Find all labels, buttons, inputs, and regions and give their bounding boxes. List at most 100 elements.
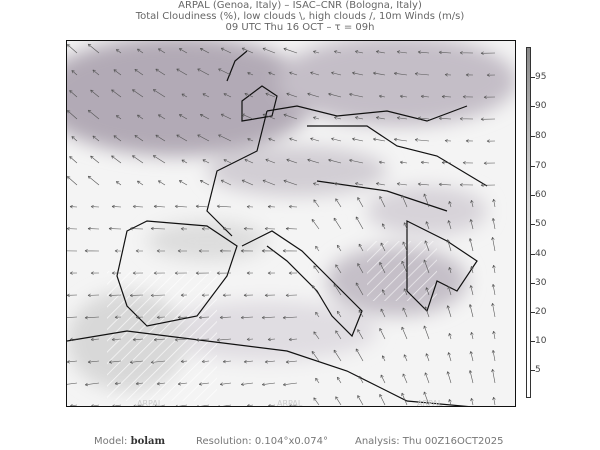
wind-arrow <box>264 360 276 364</box>
wind-arrow <box>111 271 122 275</box>
wind-arrow <box>198 382 210 386</box>
wind-arrow <box>241 179 254 186</box>
wind-arrow <box>267 271 276 275</box>
wind-arrow <box>379 327 386 340</box>
wind-arrow <box>261 249 276 253</box>
wind-arrow <box>335 396 342 406</box>
wind-arrow <box>307 158 320 164</box>
wind-arrow <box>403 222 408 230</box>
wind-arrow <box>282 315 298 320</box>
wind-arrow <box>417 50 430 54</box>
wind-arrow <box>335 264 342 274</box>
colorbar-label: 70 <box>535 161 547 171</box>
wind-arrow <box>150 226 166 231</box>
wind-arrow <box>283 179 298 186</box>
wind-arrow <box>470 397 474 406</box>
wind-arrow <box>113 135 122 142</box>
wind-arrow <box>380 374 386 384</box>
wind-arrow <box>333 349 342 362</box>
wind-arrow <box>135 249 144 253</box>
wind-arrow <box>174 204 188 209</box>
wind-arrow <box>288 404 298 406</box>
wind-arrow <box>491 237 496 252</box>
wind-arrow <box>315 245 320 252</box>
wind-arrow <box>399 94 408 99</box>
colorbar-label: 20 <box>535 307 547 317</box>
wind-arrow <box>480 51 496 55</box>
wind-arrow <box>315 377 320 384</box>
colorbar-label: 50 <box>535 219 547 229</box>
wind-arrow <box>333 283 342 296</box>
colorbar-label: 60 <box>535 190 547 200</box>
wind-arrow <box>396 182 408 186</box>
wind-arrow <box>219 315 232 320</box>
colorbar-tick <box>531 224 535 225</box>
wind-arrow <box>396 50 408 54</box>
wind-arrow <box>447 286 452 296</box>
wind-arrow <box>136 48 144 54</box>
wind-arrow <box>176 68 188 76</box>
watermark: ARPAL <box>277 399 303 407</box>
wind-arrow <box>92 69 100 76</box>
wind-arrow <box>491 283 496 296</box>
wind-arrow <box>153 338 166 342</box>
watermark: ARPAL <box>137 399 163 407</box>
wind-arrow <box>150 293 166 298</box>
wind-arrow <box>285 226 298 231</box>
wind-arrow <box>423 325 430 340</box>
wind-arrow <box>243 360 254 364</box>
wind-arrow <box>216 204 232 209</box>
wind-arrow <box>195 271 210 275</box>
wind-arrow <box>425 221 430 230</box>
wind-arrow <box>354 182 364 186</box>
map-canvas: ARPAL ARPAL ARPAL <box>67 41 515 407</box>
wind-arrow <box>491 369 496 384</box>
wind-arrow <box>67 316 78 318</box>
analysis-value: Thu 00Z16OCT2025 <box>402 436 504 447</box>
wind-arrow <box>334 50 342 54</box>
wind-arrow <box>181 93 188 98</box>
wind-arrow <box>311 284 320 296</box>
wind-arrow <box>152 89 166 98</box>
wind-arrow <box>423 193 430 208</box>
wind-arrow <box>447 220 452 230</box>
wind-arrow <box>448 201 452 208</box>
wind-arrow <box>381 289 386 296</box>
wind-arrow <box>444 73 452 77</box>
wind-arrow <box>282 382 298 387</box>
wind-arrow <box>403 354 408 362</box>
wind-arrow <box>136 180 144 186</box>
wind-arrow <box>492 198 496 208</box>
wind-arrow <box>381 223 386 230</box>
wind-arrow <box>155 134 166 142</box>
wind-arrow <box>289 71 298 76</box>
wind-arrow <box>115 181 122 186</box>
wind-arrow <box>349 158 364 164</box>
wind-arrow <box>378 160 386 165</box>
wind-arrow <box>425 287 430 296</box>
wind-arrow <box>220 113 232 120</box>
wind-arrow <box>246 337 254 341</box>
wind-arrow <box>331 71 342 76</box>
colorbar-label: 80 <box>535 131 547 141</box>
wind-arrow <box>223 93 232 98</box>
wind-arrow <box>331 137 342 142</box>
wind-arrow <box>108 226 122 231</box>
wind-arrow <box>349 92 364 98</box>
wind-arrow <box>218 68 232 76</box>
wind-arrow <box>67 293 78 297</box>
wind-arrow <box>71 70 78 76</box>
wind-arrow <box>379 195 386 208</box>
wind-arrow <box>336 310 342 318</box>
wind-arrow <box>378 94 386 99</box>
wind-arrow <box>459 183 474 187</box>
wind-arrow <box>399 160 408 165</box>
wind-arrow <box>491 217 496 230</box>
wind-arrow <box>84 382 100 387</box>
wind-arrow <box>201 293 210 297</box>
wind-arrow <box>446 371 452 384</box>
wind-arrow <box>129 360 144 364</box>
wind-arrow <box>492 330 496 340</box>
wind-arrow <box>380 242 386 252</box>
wind-arrow <box>111 89 122 98</box>
